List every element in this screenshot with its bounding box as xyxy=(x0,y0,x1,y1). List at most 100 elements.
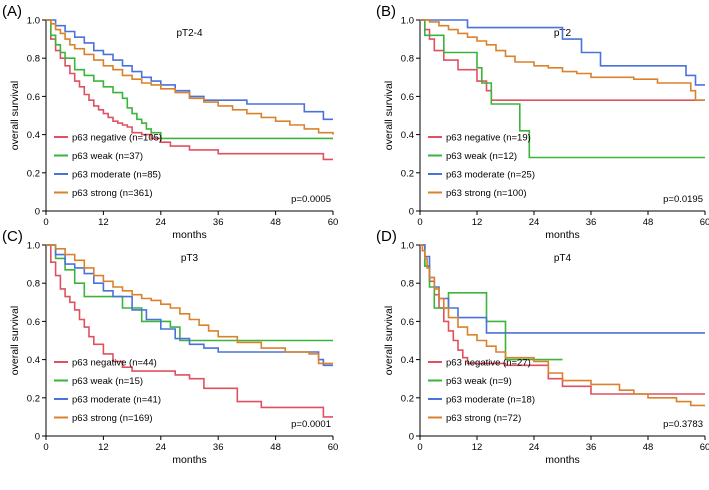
km-curve-weak xyxy=(46,19,333,140)
legend-label: p63 negative (n=105) xyxy=(72,133,162,144)
y-tick-label: 1.0 xyxy=(27,16,40,27)
km-curve-moderate xyxy=(420,19,705,86)
y-tick-label: 0.4 xyxy=(401,355,414,366)
y-tick-label: 0.4 xyxy=(27,130,40,141)
x-tick-label: 48 xyxy=(643,217,654,228)
x-tick-label: 60 xyxy=(700,217,709,228)
panel-title: pT2-4 xyxy=(176,28,203,39)
x-tick-label: 12 xyxy=(98,217,109,228)
y-tick-label: 0 xyxy=(35,432,40,443)
panel-title: pT4 xyxy=(554,253,572,264)
km-curve-weak xyxy=(420,244,563,361)
legend-label: p63 moderate (n=85) xyxy=(72,170,161,181)
legend-label: p63 strong (n=72) xyxy=(446,413,521,424)
panel-label: (A) xyxy=(2,3,22,20)
p-value: p=0.0005 xyxy=(291,194,331,205)
x-tick-label: 24 xyxy=(156,217,167,228)
legend-label: p63 weak (n=9) xyxy=(446,376,512,387)
p-value: p=0.3783 xyxy=(663,419,703,430)
y-axis-title: overall survival xyxy=(9,81,21,150)
y-tick-label: 0.8 xyxy=(27,54,40,65)
panel-title: pT3 xyxy=(181,253,199,264)
x-tick-label: 60 xyxy=(328,217,339,228)
legend-label: p63 strong (n=361) xyxy=(72,188,153,199)
y-tick-label: 1.0 xyxy=(401,241,414,252)
legend-label: p63 weak (n=15) xyxy=(72,376,143,387)
y-tick-label: 0.6 xyxy=(27,92,40,103)
legend-label: p63 moderate (n=25) xyxy=(446,170,535,181)
km-curve-negative xyxy=(46,19,333,161)
km-curve-negative xyxy=(46,244,333,418)
y-tick-label: 1.0 xyxy=(401,16,414,27)
y-tick-label: 0.8 xyxy=(27,279,40,290)
legend-label: p63 weak (n=12) xyxy=(446,151,517,162)
y-tick-label: 0.8 xyxy=(401,279,414,290)
x-tick-label: 36 xyxy=(586,217,597,228)
y-tick-label: 0.2 xyxy=(401,168,414,179)
x-tick-label: 0 xyxy=(43,217,48,228)
y-tick-label: 0 xyxy=(409,432,414,443)
panel-label: (C) xyxy=(2,228,23,245)
x-axis-title: months xyxy=(545,454,579,466)
km-curve-strong xyxy=(420,19,705,101)
x-tick-label: 36 xyxy=(586,442,597,453)
x-tick-label: 24 xyxy=(529,217,540,228)
x-tick-label: 24 xyxy=(529,442,540,453)
x-tick-label: 24 xyxy=(156,442,167,453)
x-axis-title: months xyxy=(545,229,579,241)
km-panel: (D) 0 0.2 0.4 0.6 0.8 1.0 0 12 24 36 48 60 months over… xyxy=(376,228,709,466)
x-axis-title: months xyxy=(172,229,206,241)
y-axis-title: overall survival xyxy=(383,306,395,375)
km-curve-weak xyxy=(420,19,705,159)
legend-label: p63 negative (n=44) xyxy=(72,358,157,369)
x-tick-label: 36 xyxy=(213,442,224,453)
km-panel: (A) 0 0.2 0.4 0.6 0.8 1.0 0 12 24 36 48 60 months over… xyxy=(2,3,338,241)
x-tick-label: 0 xyxy=(417,217,422,228)
p-value: p=0.0001 xyxy=(291,419,331,430)
legend-label: p63 negative (n=27) xyxy=(446,358,531,369)
y-axis-title: overall survival xyxy=(9,306,21,375)
x-tick-label: 48 xyxy=(270,217,281,228)
km-curve-strong xyxy=(420,244,705,407)
x-tick-label: 12 xyxy=(472,442,483,453)
legend-label: p63 negative (n=19) xyxy=(446,133,531,144)
x-tick-label: 60 xyxy=(700,442,709,453)
legend-label: p63 moderate (n=41) xyxy=(72,395,161,406)
y-tick-label: 0 xyxy=(35,207,40,218)
panel-label: (B) xyxy=(376,3,396,20)
x-axis-title: months xyxy=(172,454,206,466)
legend-label: p63 strong (n=100) xyxy=(446,188,527,199)
km-panel: (B) 0 0.2 0.4 0.6 0.8 1.0 0 12 24 36 48 60 months over… xyxy=(376,3,709,241)
km-curve-negative xyxy=(420,244,705,395)
p-value: p=0.0195 xyxy=(663,194,703,205)
y-tick-label: 0.6 xyxy=(27,317,40,328)
y-tick-label: 0.2 xyxy=(401,393,414,404)
y-tick-label: 0.4 xyxy=(27,355,40,366)
x-tick-label: 48 xyxy=(270,442,281,453)
y-tick-label: 0.8 xyxy=(401,54,414,65)
legend-label: p63 weak (n=37) xyxy=(72,151,143,162)
x-tick-label: 0 xyxy=(43,442,48,453)
x-tick-label: 36 xyxy=(213,217,224,228)
km-curve-strong xyxy=(46,19,334,135)
km-panel: (C) 0 0.2 0.4 0.6 0.8 1.0 0 12 24 36 48 60 months over… xyxy=(2,228,338,466)
y-tick-label: 0.2 xyxy=(27,393,40,404)
y-tick-label: 0.6 xyxy=(401,317,414,328)
panel-label: (D) xyxy=(376,228,397,245)
y-tick-label: 0.4 xyxy=(401,130,414,141)
y-tick-label: 0.2 xyxy=(27,168,40,179)
y-axis-title: overall survival xyxy=(383,81,395,150)
legend-label: p63 strong (n=169) xyxy=(72,413,153,424)
y-tick-label: 0 xyxy=(409,207,414,218)
x-tick-label: 48 xyxy=(643,442,654,453)
x-tick-label: 12 xyxy=(98,442,109,453)
km-curve-moderate xyxy=(46,19,333,121)
x-tick-label: 0 xyxy=(417,442,422,453)
y-tick-label: 1.0 xyxy=(27,241,40,252)
km-curve-moderate xyxy=(46,244,333,367)
legend-label: p63 moderate (n=18) xyxy=(446,395,535,406)
y-tick-label: 0.6 xyxy=(401,92,414,103)
x-tick-label: 12 xyxy=(472,217,483,228)
x-tick-label: 60 xyxy=(328,442,339,453)
